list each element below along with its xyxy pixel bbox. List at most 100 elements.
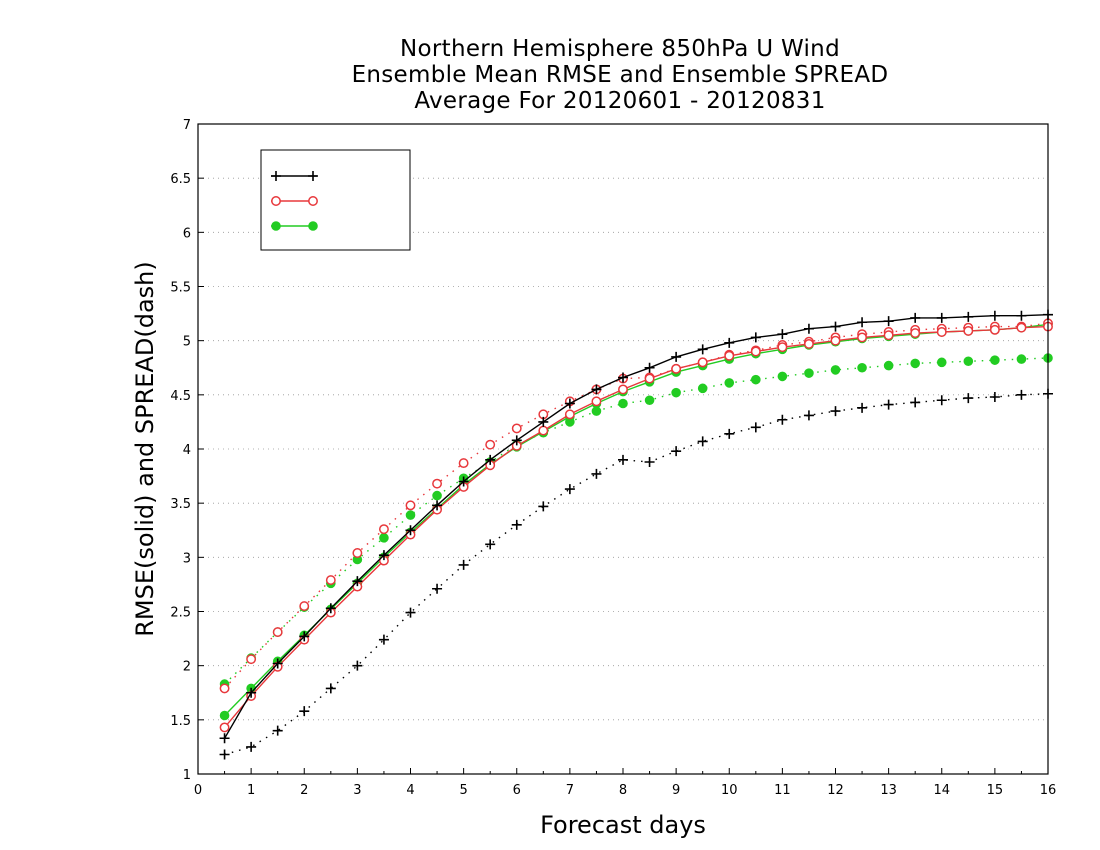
series-3-spread-point (697, 383, 708, 394)
series-3-rmse-line (224, 323, 1049, 716)
series-2-rmse-point (777, 342, 788, 353)
series-1-rmse-point (883, 316, 894, 327)
series-3-spread-point (777, 371, 788, 382)
series-1-spread-point (910, 397, 921, 408)
series-2-spread-point (432, 478, 443, 489)
series-3-spread-point (936, 357, 947, 368)
x-tick-label: 13 (880, 783, 897, 798)
y-tick-label: 2 (183, 660, 191, 675)
series-2-rmse-point (910, 328, 921, 339)
legend-box (260, 149, 411, 251)
series-1-spread-point (272, 725, 283, 736)
y-tick-label: 5 (183, 335, 191, 350)
series-1-rmse-point (989, 310, 1000, 321)
series-3-spread-point (724, 378, 735, 388)
series-3-spread-point (644, 395, 655, 406)
series-1-spread-point (511, 519, 522, 530)
series-1-rmse-point (724, 337, 735, 348)
series-1-rmse-point (219, 733, 230, 744)
x-tick-label: 6 (513, 783, 521, 798)
series-1-rmse-point (830, 321, 841, 332)
series-3-rmse-point (219, 710, 230, 721)
series-1-spread-point (246, 741, 257, 752)
x-tick-label: 8 (619, 783, 627, 798)
series-1-spread-point (803, 410, 814, 421)
series-2-rmse-point (830, 335, 841, 346)
series-3-spread-point (883, 360, 894, 371)
series-2-spread-line (224, 322, 1049, 689)
x-tick-label: 3 (353, 783, 361, 798)
series-3-spread-point (432, 490, 442, 501)
series-2-spread-point (458, 458, 469, 469)
series-1-spread-point (697, 436, 708, 447)
series-1-rmse-point (1016, 310, 1027, 321)
series-1-spread-point (1016, 389, 1027, 400)
series-1-rmse-point (591, 384, 602, 395)
y-tick-label: 7 (183, 118, 191, 133)
series-1-spread-point (963, 393, 974, 404)
x-tick-label: 1 (247, 783, 255, 798)
x-tick-label: 9 (672, 783, 680, 798)
series-3-spread-point (857, 362, 867, 373)
legend (260, 149, 411, 251)
legend-marker (308, 196, 318, 206)
x-tick-label: 2 (300, 783, 308, 798)
series-2-rmse-point (644, 373, 655, 384)
series-2-spread-point (219, 683, 230, 694)
series-1-rmse-point (671, 351, 682, 362)
series-1-spread-point (538, 501, 549, 512)
series-3-spread-point (830, 365, 841, 375)
series-1-spread-point (724, 428, 735, 439)
series-1-spread-point (352, 660, 363, 671)
series-1-rmse-point (644, 362, 655, 373)
series-1-spread-point (378, 634, 389, 645)
legend-marker (308, 171, 318, 181)
series-3-spread-point (990, 355, 1000, 365)
series-1 (219, 309, 1053, 760)
ticks: 0 1 2 3 4 5 6 7 8 9 10 11 12 13 14 15 1611.522.533.544.5… (170, 118, 1056, 798)
series-1-spread-point (219, 749, 230, 760)
chart-title-line-2: Ensemble Mean RMSE and Ensemble SPREAD (351, 62, 889, 88)
y-axis-title: RMSE(solid) and SPREAD(dash) (131, 261, 159, 637)
series-1-rmse-point (697, 344, 708, 355)
series-1-spread-point (936, 395, 947, 406)
series-1-rmse-point (458, 476, 469, 487)
y-tick-label: 5.5 (170, 281, 191, 296)
series-2-spread-point (272, 627, 283, 638)
y-tick-label: 4 (183, 443, 191, 458)
series-1-spread-point (989, 392, 1000, 402)
series-2-rmse-point (1016, 322, 1027, 333)
x-tick-label: 7 (566, 783, 574, 798)
series-1-rmse-point (963, 311, 974, 322)
series-2-rmse-point (618, 384, 628, 395)
series-1-rmse-point (299, 631, 310, 642)
series-3-spread-point (379, 533, 389, 543)
series-1-rmse-point (910, 312, 921, 323)
series-1-spread-point (830, 406, 841, 417)
series-group (219, 309, 1053, 760)
series-2-rmse-point (936, 327, 947, 337)
series-1-spread-point (564, 484, 575, 495)
series-1-spread-point (485, 539, 496, 550)
series-2-rmse-point (857, 332, 868, 343)
x-tick-label: 11 (774, 783, 791, 798)
series-1-rmse-point (936, 312, 947, 323)
series-2-rmse-point (963, 325, 974, 336)
series-1-rmse-point (618, 372, 628, 383)
series-3-spread-line (224, 357, 1049, 685)
series-2-spread-point (511, 423, 522, 434)
y-tick-label: 2.5 (170, 606, 191, 621)
series-3-spread-point (618, 398, 628, 409)
x-tick-label: 14 (933, 783, 950, 798)
series-1-spread-point (777, 414, 788, 425)
series-1-spread-point (883, 399, 894, 410)
series-1-rmse-point (857, 317, 868, 328)
series-1-spread-point (405, 607, 416, 618)
chart-title-line-3: Average For 20120601 - 20120831 (414, 88, 826, 114)
series-1-spread-point (618, 454, 628, 465)
series-2-rmse-point (671, 363, 682, 374)
grid (198, 177, 1048, 721)
x-tick-label: 12 (827, 783, 844, 798)
series-1-spread-line (224, 393, 1049, 756)
